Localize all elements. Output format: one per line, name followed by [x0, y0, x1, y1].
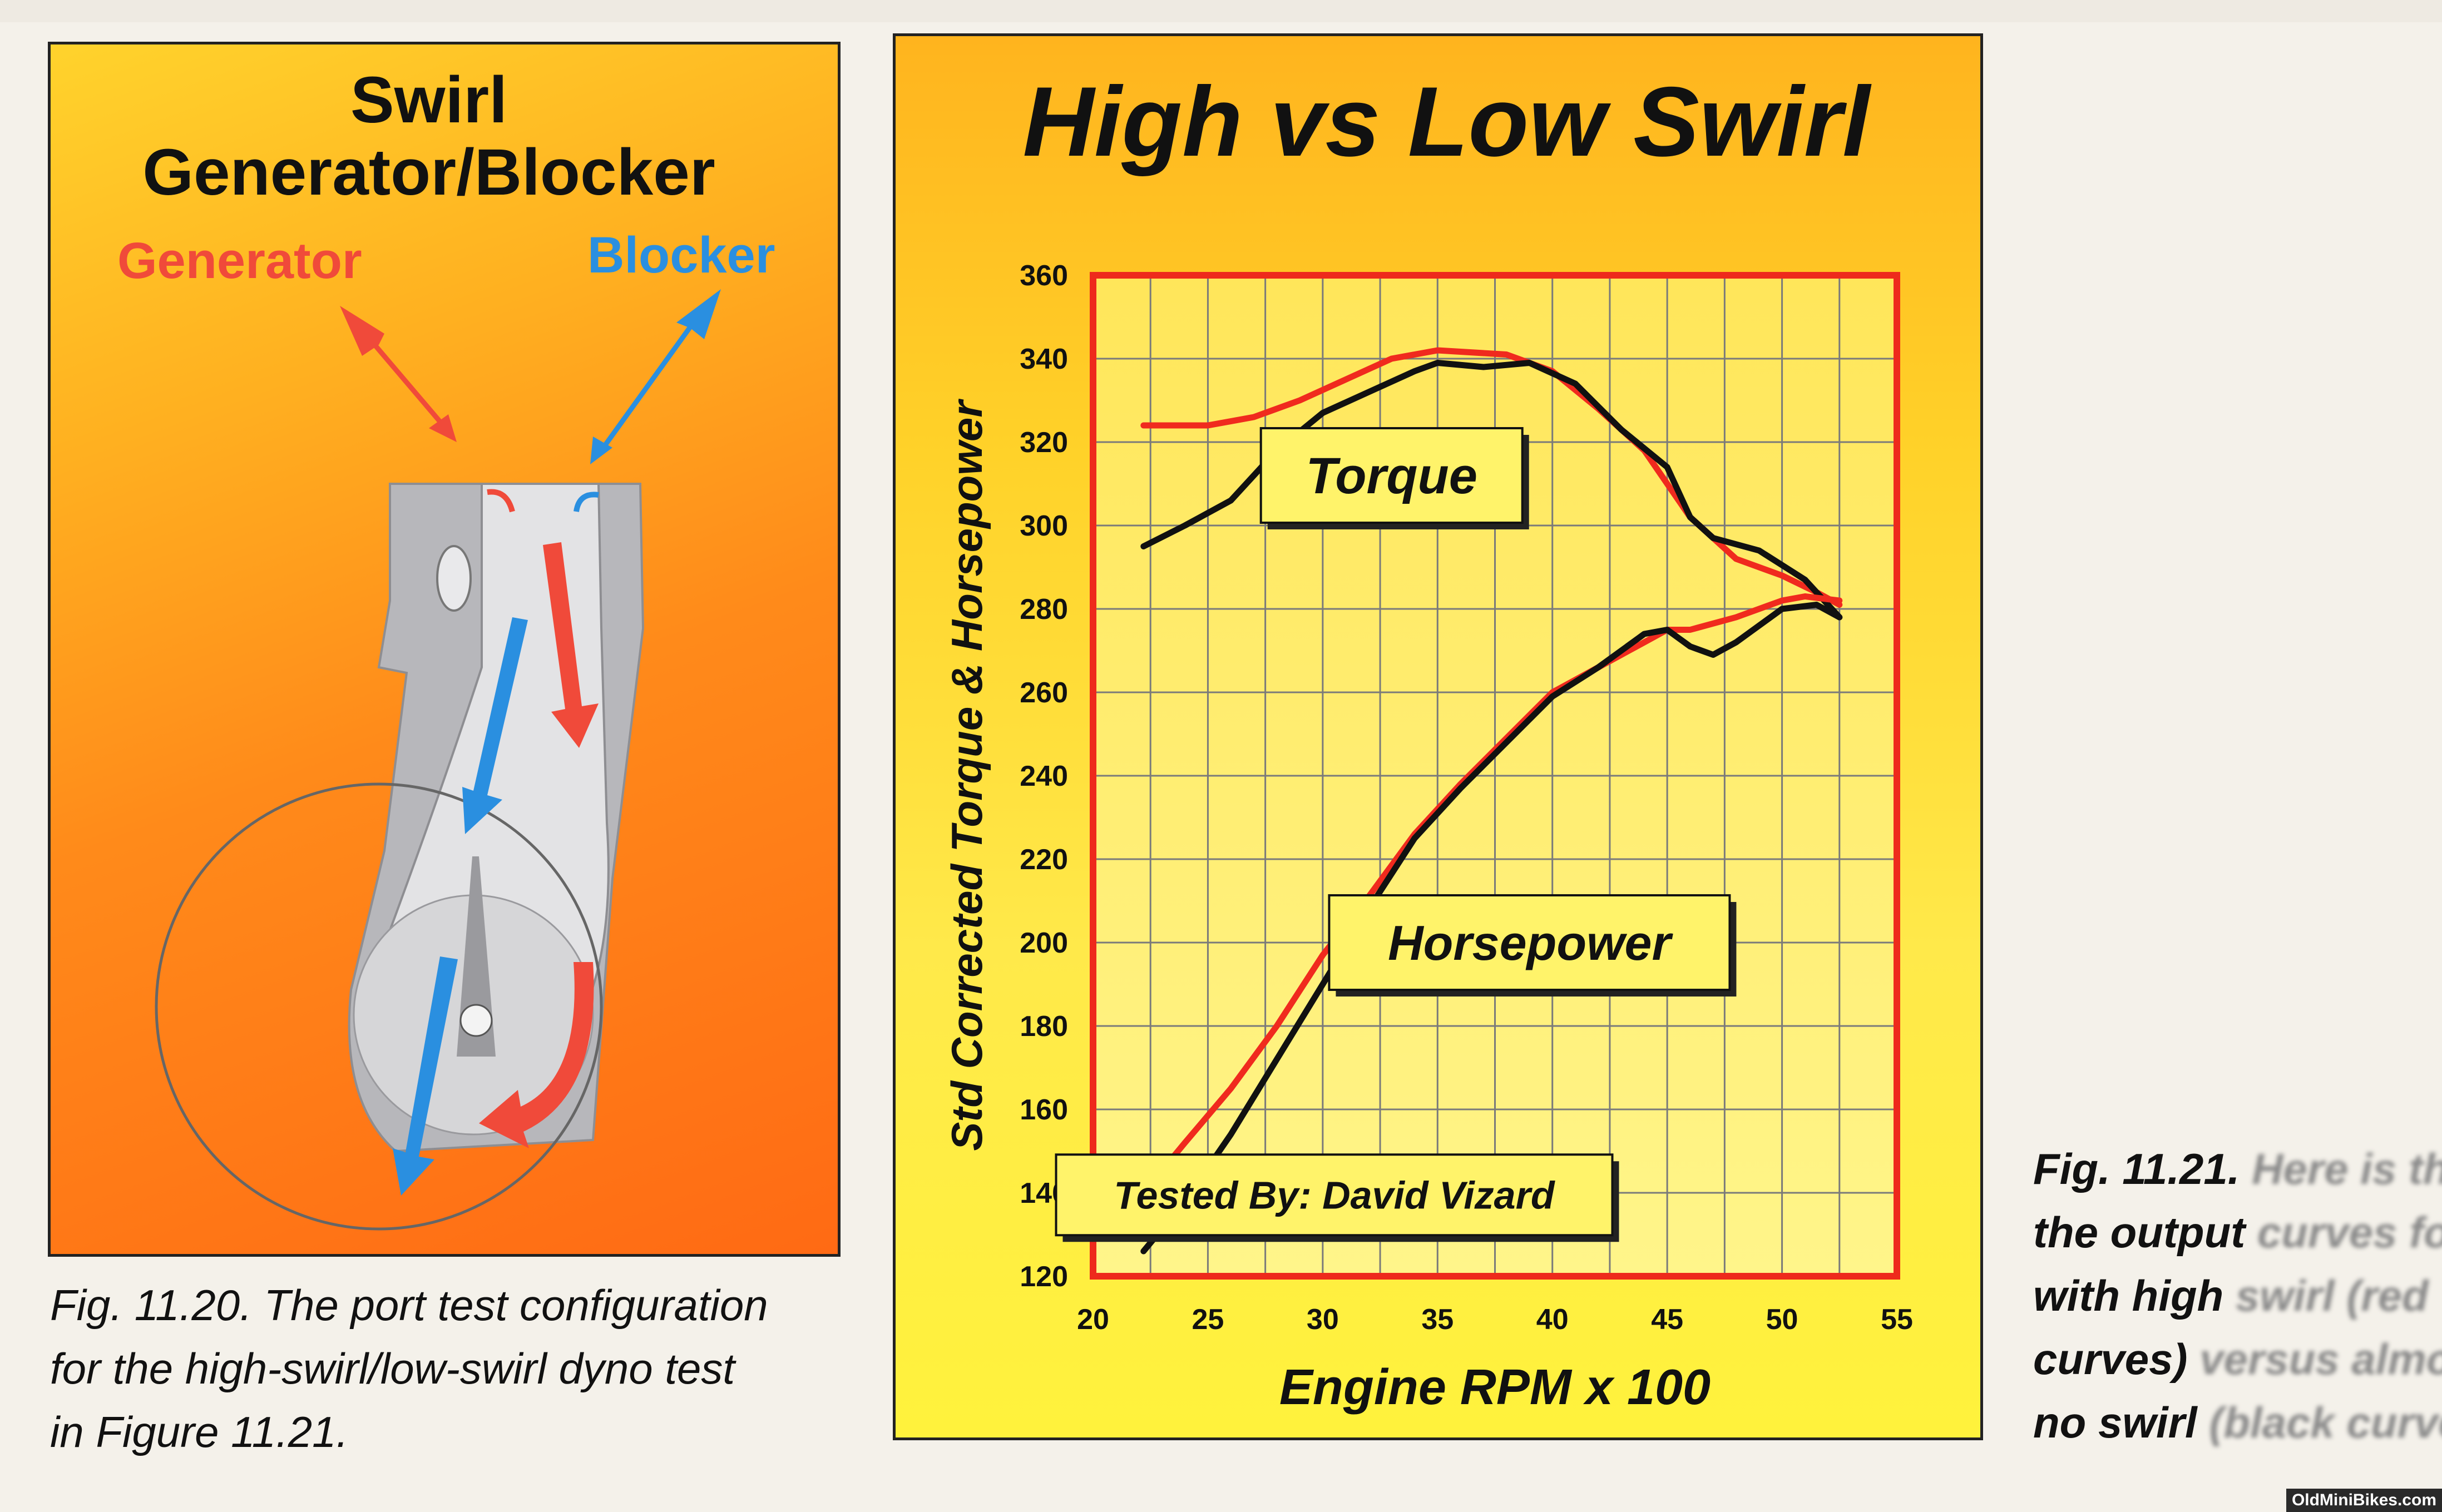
generator-label: Generator	[117, 232, 362, 289]
y-tick-label: 240	[1020, 760, 1068, 792]
tested-by-label: Tested By: David Vizard	[1114, 1173, 1555, 1217]
swirl-diagram: Swirl Generator/Blocker Generator Blocke…	[48, 42, 841, 1257]
valve-stem	[457, 856, 496, 1057]
y-tick-label: 120	[1020, 1261, 1068, 1293]
y-tick-label: 360	[1020, 260, 1068, 292]
x-tick-label: 55	[1881, 1303, 1913, 1336]
chart-svg: High vs Low Swirl 1201401601802002202402…	[942, 66, 1913, 1415]
port-slot	[436, 545, 472, 612]
y-tick-label: 320	[1020, 427, 1068, 459]
x-tick-label: 30	[1307, 1303, 1339, 1336]
page-top-edge	[0, 0, 2442, 22]
x-tick-label: 50	[1766, 1303, 1798, 1336]
caption-right-line2-lead: the output	[2033, 1208, 2246, 1257]
x-axis-ticks: 20 25 30 35 40 45 50 55	[1077, 1303, 1913, 1336]
x-axis-label: Engine RPM x 100	[1279, 1360, 1711, 1415]
blocker-insert-mark	[574, 492, 599, 512]
caption-left-line3: in Figure 11.21.	[50, 1407, 349, 1456]
high-vs-low-swirl-chart: High vs Low Swirl 120 140 160 180 200 220 240 2…	[893, 33, 1983, 1440]
caption-right-line2-blur: curves for	[2257, 1208, 2442, 1257]
y-tick-label: 260	[1020, 677, 1068, 709]
chart-series	[1140, 347, 1843, 1255]
generator-insert-mark	[487, 489, 515, 513]
swirl-flow-arrows-red	[479, 542, 599, 1148]
caption-left-line2: for the high-swirl/low-swirl dyno test	[50, 1344, 735, 1393]
y-axis-label: Std Corrected Torque & Horsepower	[942, 399, 991, 1151]
caption-left-line1: Fig. 11.20. The port test configuration	[50, 1281, 768, 1330]
plot-frame-border	[1090, 272, 1900, 1280]
caption-right-line5-lead: no swirl	[2033, 1398, 2197, 1447]
blocker-label: Blocker	[587, 227, 775, 284]
caption-right-line5-blur: (black curves).	[2209, 1398, 2442, 1447]
x-tick-label: 45	[1651, 1303, 1683, 1336]
swirl-flow-arrows-blue	[393, 617, 528, 1196]
caption-right-line1-lead: Fig. 11.21.	[2033, 1144, 2240, 1193]
diagram-title-line1: Swirl	[350, 63, 507, 137]
series-line-4	[1140, 602, 1843, 1255]
horsepower-label: Horsepower	[1388, 915, 1673, 970]
torque-label-box	[1259, 427, 1524, 524]
generator-pointer-arrow	[340, 306, 457, 442]
caption-right-line1-blur: Here is the	[2252, 1144, 2442, 1193]
x-tick-label: 35	[1421, 1303, 1454, 1336]
y-tick-label: 180	[1020, 1010, 1068, 1043]
y-tick-label: 280	[1020, 593, 1068, 626]
chart-title: High vs Low Swirl	[1022, 66, 1872, 177]
y-tick-label: 160	[1020, 1094, 1068, 1126]
diagram-title-line2: Generator/Blocker	[142, 136, 715, 209]
figure-11-21-caption: Fig. 11.21. Here is the the output curve…	[2033, 1137, 2442, 1454]
y-tick-label: 300	[1020, 510, 1068, 542]
cylinder-bore-circle	[155, 782, 603, 1231]
valve-stem-hole	[459, 1004, 493, 1037]
torque-label: Torque	[1306, 448, 1477, 504]
x-tick-label: 40	[1536, 1303, 1569, 1336]
y-tick-label: 220	[1020, 844, 1068, 876]
site-watermark[interactable]: OldMiniBikes.com	[2286, 1489, 2442, 1512]
caption-right-line3-lead: with high	[2033, 1271, 2224, 1320]
plot-frame	[1090, 272, 1900, 1280]
y-tick-label: 200	[1020, 927, 1068, 959]
caption-right-line4-lead: curves)	[2033, 1335, 2188, 1384]
caption-right-line4-blur: versus almost	[2199, 1335, 2442, 1384]
caption-right-line3-blur: swirl (red	[2235, 1271, 2429, 1320]
figure-11-20-caption: Fig. 11.20. The port test configuration …	[50, 1273, 862, 1464]
chart-annotations: Torque Horsepower Tested By: David Vizard	[1055, 427, 1737, 1242]
x-tick-label: 25	[1192, 1303, 1224, 1336]
blocker-pointer-arrow	[590, 289, 721, 464]
tested-by-label-box	[1055, 1153, 1614, 1237]
x-tick-label: 20	[1077, 1303, 1109, 1336]
horsepower-label-box	[1328, 894, 1731, 991]
y-tick-label: 340	[1020, 343, 1068, 375]
swirl-diagram-svg: Swirl Generator/Blocker Generator Blocke…	[117, 63, 775, 1231]
